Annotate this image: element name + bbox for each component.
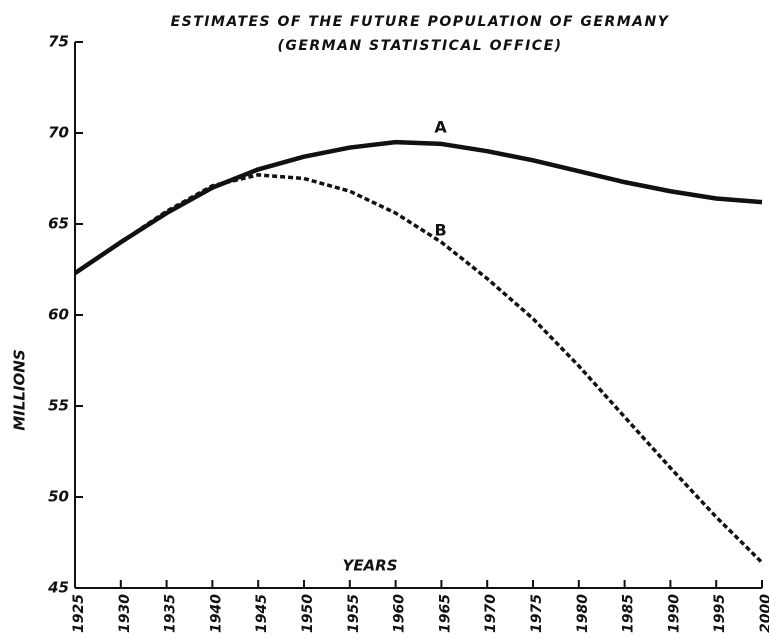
series-label: B bbox=[434, 221, 446, 240]
x-tick-label: 1950 bbox=[300, 594, 316, 633]
x-tick-label: 1975 bbox=[529, 594, 545, 633]
x-tick-label: 1945 bbox=[254, 594, 270, 633]
x-tick-label: 2000 bbox=[758, 594, 769, 633]
x-tick-label: 1965 bbox=[437, 594, 453, 633]
x-tick-label: 1930 bbox=[117, 594, 133, 633]
y-tick-label: 50 bbox=[48, 488, 69, 506]
y-axis-label: MILLIONS bbox=[11, 349, 29, 430]
x-tick-label: 1960 bbox=[392, 594, 408, 633]
x-tick-label: 1935 bbox=[163, 594, 179, 633]
x-tick-label: 1990 bbox=[666, 594, 682, 633]
x-tick-label: 1985 bbox=[621, 594, 637, 633]
x-tick-label: 1955 bbox=[346, 594, 362, 633]
x-tick-label: 1980 bbox=[575, 594, 591, 633]
y-tick-label: 55 bbox=[48, 397, 69, 415]
y-tick-label: 75 bbox=[48, 33, 69, 51]
y-tick-label: 65 bbox=[48, 215, 69, 233]
x-tick-label: 1995 bbox=[712, 594, 728, 633]
x-tick-label: 1970 bbox=[483, 594, 499, 633]
x-tick-label: 1925 bbox=[71, 594, 87, 633]
chart-subtitle: (GERMAN STATISTICAL OFFICE) bbox=[277, 38, 562, 54]
y-tick-label: 70 bbox=[48, 124, 69, 142]
series-line bbox=[74, 173, 764, 564]
y-tick-label: 45 bbox=[47, 579, 69, 597]
series-label: A bbox=[434, 118, 447, 137]
y-tick-label: 60 bbox=[48, 306, 69, 324]
series-line bbox=[73, 139, 763, 276]
x-axis-label: YEARS bbox=[342, 557, 397, 575]
chart-title: ESTIMATES OF THE FUTURE POPULATION OF GE… bbox=[171, 14, 670, 30]
x-tick-label: 1940 bbox=[208, 594, 224, 633]
